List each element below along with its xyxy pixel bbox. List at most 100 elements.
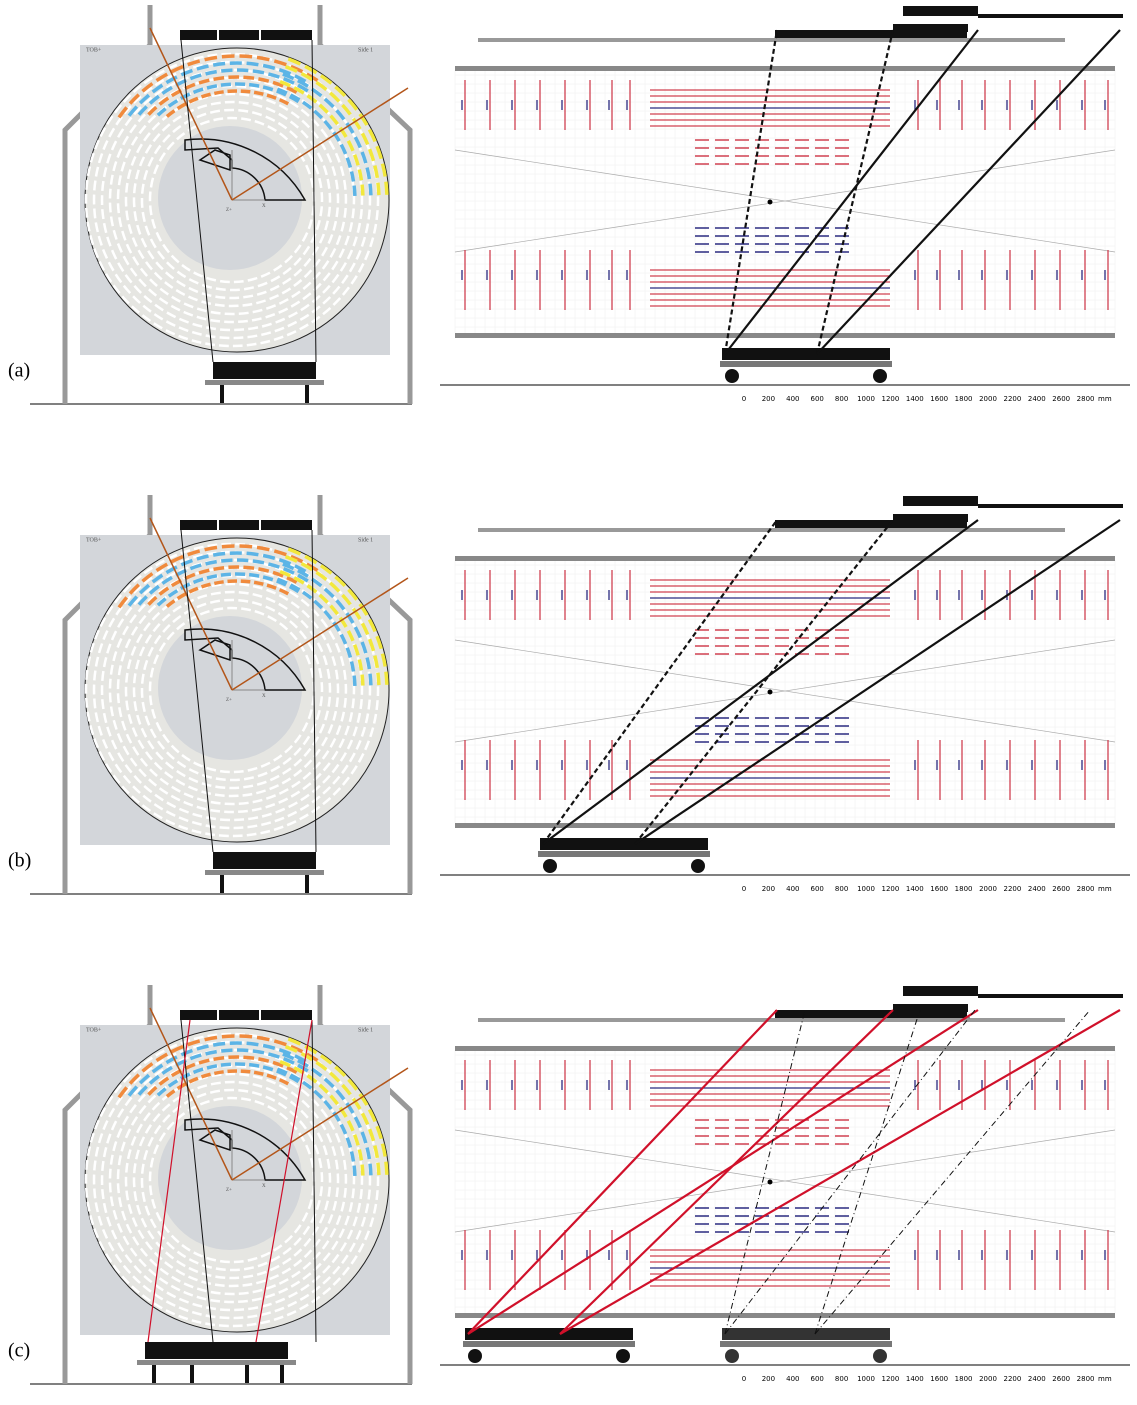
module — [94, 209, 95, 219]
module — [211, 1292, 221, 1293]
module — [215, 305, 225, 306]
scale-tick: 400 — [786, 885, 799, 893]
module — [111, 1155, 113, 1165]
carriage — [903, 496, 978, 506]
scale-tick: 1000 — [857, 885, 875, 893]
wheel — [543, 859, 557, 873]
module — [111, 1197, 113, 1207]
cart-plate — [720, 361, 892, 367]
module — [243, 77, 254, 78]
module — [367, 168, 369, 179]
module — [126, 183, 127, 193]
module — [254, 92, 263, 94]
module — [220, 330, 230, 331]
module — [378, 673, 379, 685]
corner-label: TOB+ — [86, 1027, 102, 1033]
wheel — [725, 1349, 739, 1363]
scale-tick: 2200 — [1003, 885, 1021, 893]
module — [243, 786, 253, 788]
module — [221, 560, 232, 561]
module — [239, 1074, 249, 1075]
upper-rail — [478, 528, 1065, 532]
module — [345, 1188, 346, 1198]
top-bar — [180, 520, 312, 530]
module — [205, 1324, 215, 1326]
module — [362, 1165, 363, 1176]
module — [239, 313, 249, 314]
module — [86, 1160, 87, 1170]
scale-tick: 400 — [786, 395, 799, 403]
module — [362, 675, 363, 686]
corner-label: Side 1 — [358, 47, 373, 53]
module — [243, 304, 253, 305]
carriage — [893, 514, 968, 522]
carriage — [978, 504, 1123, 508]
module — [110, 1169, 111, 1179]
module — [243, 567, 254, 568]
module — [345, 698, 346, 708]
scale-tick: 1400 — [906, 885, 924, 893]
module — [248, 327, 258, 329]
module — [94, 1189, 95, 1199]
module — [378, 183, 379, 195]
module — [367, 658, 369, 669]
module — [329, 207, 330, 217]
module — [142, 1164, 143, 1174]
module — [361, 699, 362, 709]
module — [205, 344, 215, 346]
scale-tick: 200 — [762, 1375, 775, 1383]
wheel — [616, 1349, 630, 1363]
module — [258, 569, 268, 571]
leg — [190, 1365, 194, 1383]
module — [206, 817, 216, 819]
carriage — [893, 24, 968, 32]
module — [214, 582, 223, 584]
module — [237, 1050, 248, 1051]
module — [150, 1185, 151, 1195]
scale-tick: 1600 — [930, 1375, 948, 1383]
module — [206, 562, 217, 564]
carriage — [893, 1004, 968, 1012]
module — [219, 345, 229, 346]
cart-block — [465, 1328, 633, 1340]
module — [238, 1301, 248, 1302]
module — [337, 1187, 338, 1197]
module — [213, 64, 225, 66]
module — [215, 795, 225, 796]
axis-label: X — [262, 1184, 266, 1189]
module — [215, 1277, 225, 1278]
module — [367, 1148, 369, 1159]
carriage — [903, 986, 978, 996]
module — [102, 671, 103, 681]
module — [239, 1082, 249, 1083]
module — [258, 1059, 268, 1061]
module — [257, 547, 269, 549]
cart-plate — [463, 1341, 635, 1347]
tube-top — [455, 66, 1115, 71]
module — [234, 771, 244, 772]
module — [241, 1071, 251, 1072]
module — [234, 1309, 244, 1310]
module — [239, 592, 249, 593]
cart-block — [722, 1328, 890, 1340]
module — [354, 1166, 355, 1176]
module — [102, 1189, 103, 1199]
module — [321, 206, 322, 216]
module — [206, 1307, 216, 1309]
module — [247, 1043, 259, 1044]
center-dot — [768, 1180, 773, 1185]
module — [354, 186, 355, 196]
module — [237, 560, 248, 561]
module — [127, 211, 128, 221]
scale-tick: 1800 — [955, 885, 973, 893]
scale-tick: 2200 — [1003, 1375, 1021, 1383]
scale-tick: 1800 — [955, 395, 973, 403]
module — [222, 1036, 235, 1037]
module — [362, 185, 363, 196]
scale-tick: 2600 — [1052, 885, 1070, 893]
module — [248, 1307, 258, 1309]
module — [359, 1150, 361, 1161]
carriage — [978, 994, 1123, 998]
module — [239, 94, 249, 95]
